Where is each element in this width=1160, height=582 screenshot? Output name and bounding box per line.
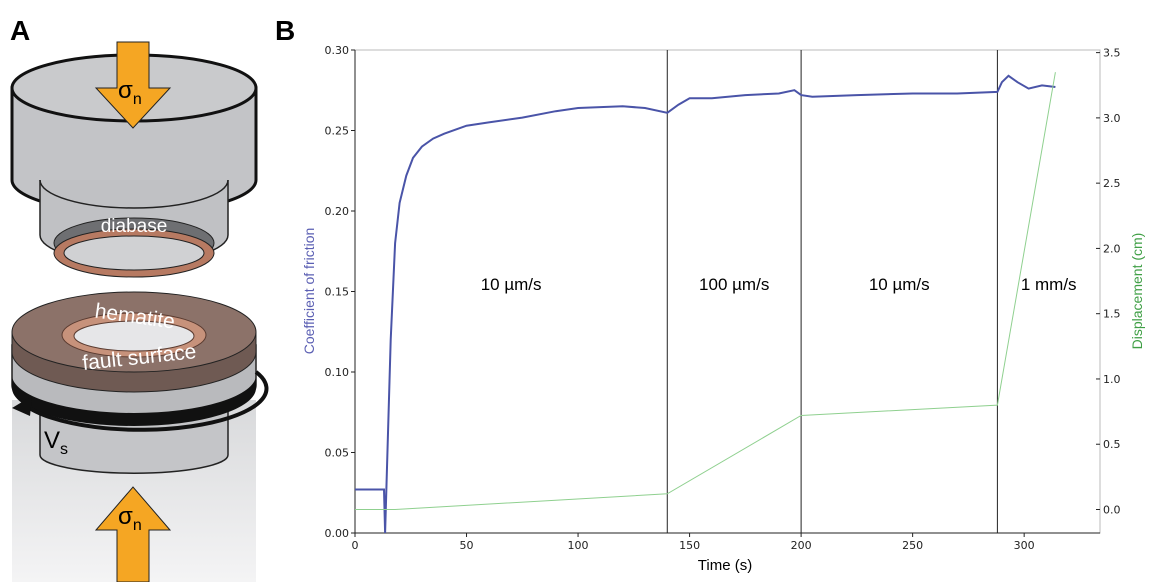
load-arrow [94,486,172,582]
diagram: σn σn diabase hematite fault surface Vs [10,41,269,582]
y-tick-label: 0.00 [325,527,350,540]
y2-tick-label: 2.0 [1103,242,1121,255]
symbol: V [44,427,60,454]
velocity-label: 10 µm/s [869,275,930,294]
y2-tick-label: 2.5 [1103,177,1121,190]
y-tick-label: 0.05 [325,447,350,460]
edge [39,179,229,209]
y2-tick-label: 1.5 [1103,308,1121,321]
x-axis-label: Time (s) [698,557,752,574]
hole [73,320,195,352]
velocity-label: 10 µm/s [481,275,542,294]
panel-label: A [10,15,30,46]
rotation-arrow [23,370,269,432]
y2-tick-label: 3.5 [1103,47,1121,60]
x-tick-label: 300 [1014,539,1035,552]
subscript: s [60,441,68,458]
load-arrow [94,41,172,129]
band [12,375,256,426]
y2-tick-label: 1.0 [1103,373,1121,386]
y-tick-label: 0.15 [325,286,350,299]
y-tick-label: 0.25 [325,125,350,138]
sample-label: diabase [101,216,168,237]
y2-tick-label: 0.0 [1103,504,1121,517]
arrow-head [12,396,32,416]
y2-axis-label: Displacement (cm) [1129,233,1145,350]
x-tick-label: 250 [902,539,923,552]
y-tick-label: 0.20 [325,205,350,218]
symbol: σ [118,503,133,530]
y2-tick-label: 3.0 [1103,112,1121,125]
symbol: σ [118,77,133,104]
x-tick-label: 0 [352,539,359,552]
x-tick-label: 150 [679,539,700,552]
stress-label: σn [118,503,142,534]
panel-label: B [275,15,295,46]
series-line [355,74,1056,534]
velocity-label: Vs [44,427,68,458]
velocity-label: 1 mm/s [1021,275,1077,294]
x-tick-label: 100 [568,539,589,552]
subscript: n [133,91,142,108]
chart: Time (s) Coefficient of friction Displac… [301,44,1145,574]
velocity-label: 100 µm/s [699,275,769,294]
x-tick-label: 50 [460,539,474,552]
y-tick-label: 0.10 [325,366,350,379]
y-tick-label: 0.30 [325,44,350,57]
y-axis-label: Coefficient of friction [301,228,317,355]
ring-hole [63,235,205,271]
y2-tick-label: 0.5 [1103,438,1121,451]
series-line [355,72,1056,510]
subscript: n [133,517,142,534]
x-tick-label: 200 [791,539,812,552]
stress-label: σn [118,77,142,108]
